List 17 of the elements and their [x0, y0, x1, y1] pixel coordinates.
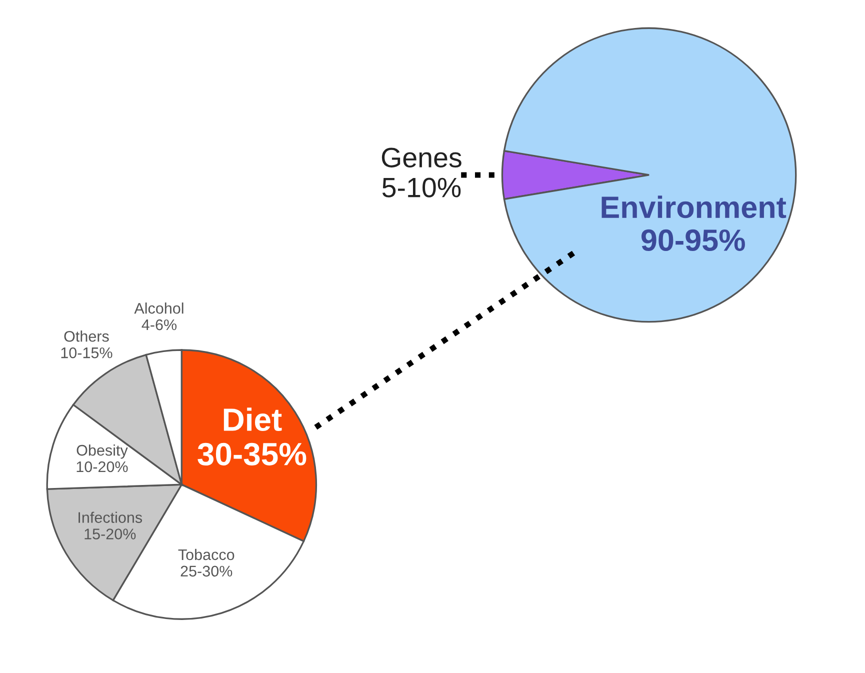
slice-label: Obesity — [76, 444, 128, 459]
slice-label: Environment — [602, 196, 786, 218]
data-label: 10-20% — [76, 461, 128, 472]
data-label: 25-30% — [180, 566, 232, 577]
slice-label: Infections — [78, 512, 142, 523]
slice-label: Others — [64, 330, 109, 342]
slice-label: Tobacco — [178, 548, 234, 560]
slice-label: Diet — [224, 408, 282, 432]
data-label: 15-20% — [84, 528, 136, 540]
pie-slice — [503, 27, 797, 323]
data-label: 10-15% — [61, 347, 112, 358]
data-label: 30-35% — [198, 442, 306, 466]
slice-label: Genes — [382, 148, 462, 168]
slice-label: Alcohol — [134, 302, 184, 314]
data-label: 5-10% — [382, 178, 461, 198]
data-label: 90-95% — [642, 229, 745, 252]
data-label: 4-6% — [142, 319, 177, 330]
